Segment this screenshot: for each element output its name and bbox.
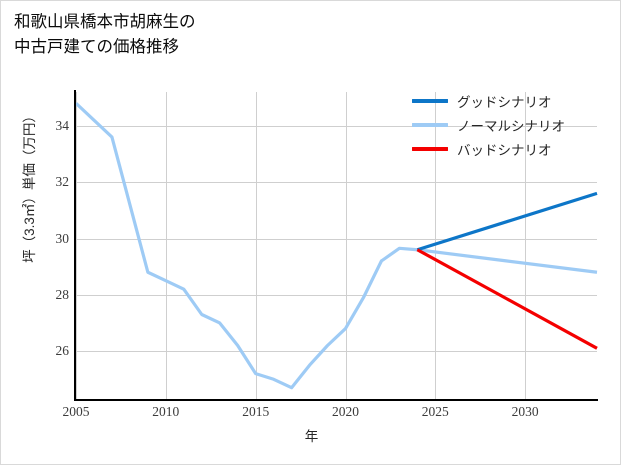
gridline-y-28 xyxy=(76,294,597,296)
plot-area xyxy=(74,92,598,399)
legend-color-swatch xyxy=(412,147,448,151)
x-tick-label-2030: 2030 xyxy=(511,404,539,419)
series-line-バッドシナリオ xyxy=(416,248,598,350)
gridline-x-2015 xyxy=(255,92,257,399)
legend-color-swatch xyxy=(412,99,448,103)
x-axis-label: 年 xyxy=(304,429,319,444)
gridline-x-2020 xyxy=(345,92,347,399)
chart-title: 和歌山県橋本市胡麻生の 中古戸建ての価格推移 xyxy=(14,13,196,56)
y-tick-label-34: 34 xyxy=(55,117,70,133)
gridline-y-26 xyxy=(76,351,597,353)
series-line-グッドシナリオ xyxy=(416,191,598,252)
y-tick-label-32: 32 xyxy=(55,174,70,190)
gridline-x-2005 xyxy=(76,92,77,399)
x-tick-label-2010: 2010 xyxy=(152,404,180,419)
x-tick-label-2020: 2020 xyxy=(332,404,359,419)
x-tick-label-2015: 2015 xyxy=(242,404,270,419)
y-axis-label: 坪（3.3㎡）単価（万円） xyxy=(22,109,37,263)
x-axis-line xyxy=(74,399,598,402)
legend-label: ノーマルシナリオ xyxy=(457,119,565,134)
y-axis-line xyxy=(74,90,77,401)
y-tick-label-26: 26 xyxy=(55,343,70,359)
y-tick-label-30: 30 xyxy=(55,230,70,246)
series-layer xyxy=(74,102,598,390)
legend-label: バッドシナリオ xyxy=(457,143,552,158)
legend-label: グッドシナリオ xyxy=(457,95,552,110)
plot-background xyxy=(76,92,597,399)
gridline-x-2030 xyxy=(525,92,527,399)
gridline-x-2010 xyxy=(165,92,167,399)
legend-normal-scenario[interactable]: ノーマルシナリオ xyxy=(412,113,612,137)
legend-good-scenario[interactable]: グッドシナリオ xyxy=(412,89,612,113)
series-line-ノーマルシナリオ xyxy=(74,102,598,390)
chart-legend: グッドシナリオ ノーマルシナリオ バッドシナリオ xyxy=(412,89,612,161)
gridline-y-34 xyxy=(76,125,597,127)
gridline-y-30 xyxy=(76,238,597,240)
gridline-y-32 xyxy=(76,182,597,184)
x-tick-label-2005: 2005 xyxy=(62,404,90,419)
legend-bad-scenario[interactable]: バッドシナリオ xyxy=(412,137,612,161)
y-tick-label-28: 28 xyxy=(55,286,70,302)
legend-color-swatch xyxy=(412,123,448,127)
x-tick-label-2025: 2025 xyxy=(421,404,449,419)
